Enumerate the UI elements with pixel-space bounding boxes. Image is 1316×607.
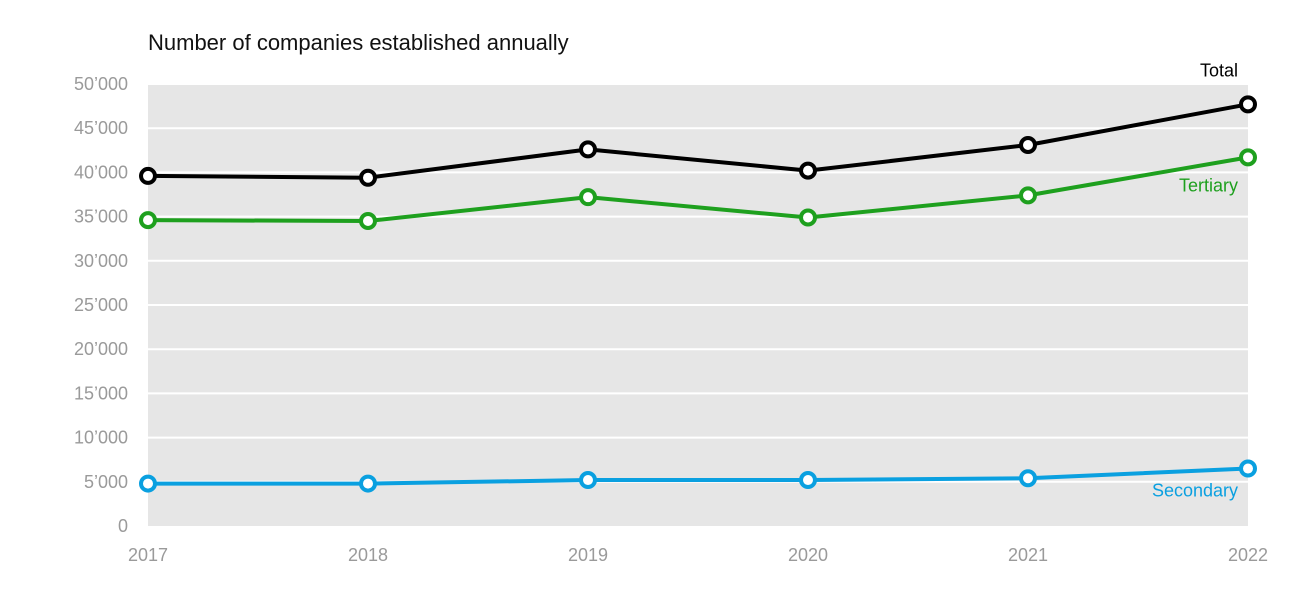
y-tick-label: 15’000	[74, 383, 128, 403]
series-group: Total Tertiary Secondary	[139, 60, 1257, 501]
data-point	[359, 474, 377, 493]
y-tick-label: 25’000	[74, 295, 128, 315]
x-tick-label: 2020	[788, 545, 828, 565]
series-secondary: Secondary	[139, 459, 1257, 501]
data-point	[1239, 148, 1257, 167]
data-point	[359, 212, 377, 231]
y-tick-label: 30’000	[74, 251, 128, 271]
gridlines	[148, 83, 1248, 483]
y-tick-label: 40’000	[74, 162, 128, 182]
y-axis-ticks: 0 5’000 10’000 15’000 20’000 25’000 30’000 35’0…	[74, 74, 128, 536]
data-point	[1019, 135, 1037, 154]
series-line-total	[147, 102, 1249, 180]
data-point	[1019, 186, 1037, 205]
data-point	[799, 208, 817, 227]
x-tick-label: 2019	[568, 545, 608, 565]
data-point	[359, 168, 377, 187]
series-label: Total	[1200, 60, 1238, 80]
data-point	[579, 140, 597, 159]
data-point	[1239, 95, 1257, 114]
y-tick-label: 20’000	[74, 339, 128, 359]
x-axis-ticks: 2017 2018 2019 2020 2021 2022	[128, 545, 1268, 565]
x-tick-label: 2022	[1228, 545, 1268, 565]
data-point	[139, 474, 157, 493]
data-point	[799, 161, 817, 180]
x-tick-label: 2018	[348, 545, 388, 565]
series-tertiary: Tertiary	[139, 148, 1257, 231]
chart-title: Number of companies established annually	[148, 30, 569, 55]
x-tick-label: 2017	[128, 545, 168, 565]
y-tick-label: 0	[118, 516, 128, 536]
data-point	[1239, 459, 1257, 478]
y-tick-label: 5’000	[84, 472, 128, 492]
y-tick-label: 45’000	[74, 118, 128, 138]
data-point	[799, 471, 817, 490]
series-line-tertiary	[147, 155, 1249, 224]
series-label: Secondary	[1152, 481, 1238, 501]
y-tick-label: 50’000	[74, 74, 128, 94]
y-tick-label: 10’000	[74, 428, 128, 448]
data-point	[1019, 469, 1037, 488]
data-point	[139, 166, 157, 185]
data-point	[139, 211, 157, 230]
series-line-secondary	[148, 466, 1249, 486]
series-total: Total	[139, 60, 1257, 187]
x-tick-label: 2021	[1008, 545, 1048, 565]
series-label: Tertiary	[1179, 175, 1238, 195]
data-point	[579, 471, 597, 490]
y-tick-label: 35’000	[74, 207, 128, 227]
data-point	[579, 188, 597, 207]
